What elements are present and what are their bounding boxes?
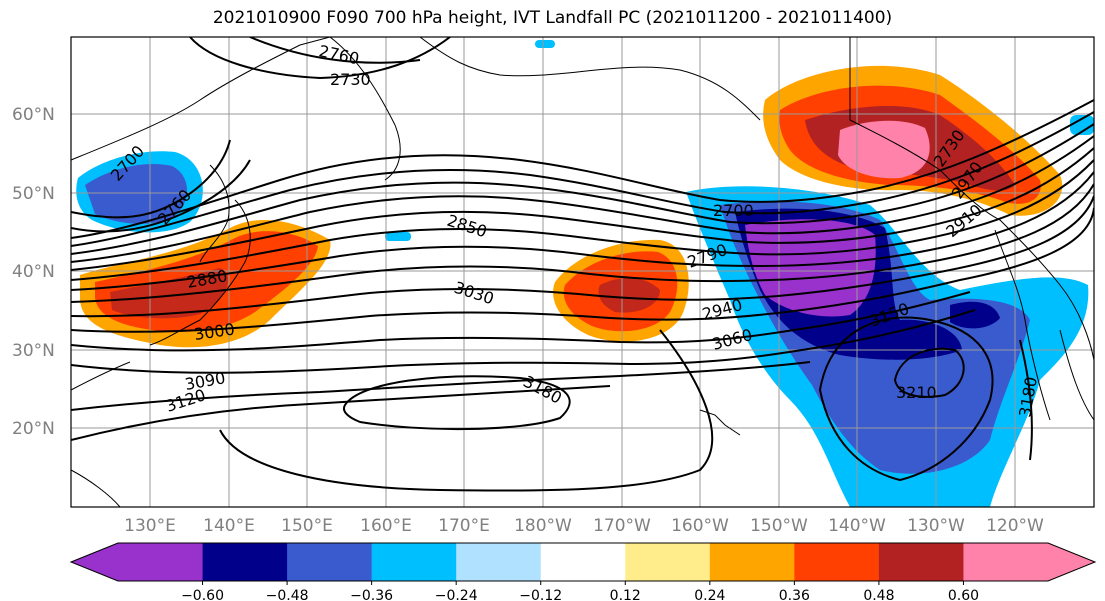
- colorbar-tick-label: 0.36: [779, 588, 810, 601]
- lon-label: 130°W: [907, 516, 965, 536]
- lon-label: 160°W: [671, 516, 729, 536]
- colorbar-segment: [794, 543, 880, 581]
- colorbar-segment: [963, 543, 1049, 581]
- lon-label: 140°E: [203, 516, 255, 536]
- lon-label: 150°E: [281, 516, 333, 536]
- lon-label: 150°W: [750, 516, 808, 536]
- lon-label: 180°W: [514, 516, 572, 536]
- colorbar-segment: [709, 543, 795, 581]
- ivt-patch: [385, 232, 411, 241]
- latitude-labels: 60°N 50°N 40°N 30°N 20°N: [12, 105, 55, 439]
- lat-label: 60°N: [12, 105, 55, 125]
- contour-label: 2730: [330, 70, 371, 89]
- map-title: 2021010900 F090 700 hPa height, IVT Land…: [212, 8, 893, 28]
- longitude-labels: 130°E 140°E 150°E 160°E 170°E 180°W 170°…: [124, 516, 1044, 536]
- ivt-patch: [1070, 115, 1094, 135]
- lon-label: 120°W: [986, 516, 1044, 536]
- colorbar-tick-label: 0.24: [694, 588, 725, 601]
- colorbar-tick-label: 0.12: [610, 588, 641, 601]
- lat-label: 30°N: [12, 341, 55, 361]
- colorbar-segment: [287, 543, 373, 581]
- height-contours: [71, 37, 1094, 492]
- contour-label: 3210: [896, 383, 937, 402]
- map-panel[interactable]: 2760 2730 2700 2760 2850 2880 3000 3030 …: [71, 37, 1094, 507]
- colorbar-segment: [625, 543, 711, 581]
- colorbar-extend-max: [1048, 543, 1095, 581]
- lat-label: 20°N: [12, 419, 55, 439]
- colorbar-extend-min: [71, 543, 118, 581]
- contour-label: 2700: [713, 201, 754, 220]
- colorbar-outline: [69, 542, 1097, 582]
- colorbar-tick-label: −0.24: [435, 588, 478, 601]
- ivt-patch: [535, 40, 555, 48]
- colorbar-tick-label: 0.60: [948, 588, 979, 601]
- lon-label: 140°W: [828, 516, 886, 536]
- map-frame: [70, 36, 1095, 508]
- lon-label: 130°E: [124, 516, 176, 536]
- colorbar-tick-label: −0.12: [519, 588, 562, 601]
- lat-label: 40°N: [12, 262, 55, 282]
- colorbar-segment: [371, 543, 457, 581]
- colorbar-segment: [540, 543, 626, 581]
- colorbar-tick-label: −0.60: [181, 588, 224, 601]
- colorbar-segment: [202, 543, 288, 581]
- lon-label: 170°E: [438, 516, 490, 536]
- colorbar: −0.60 −0.48 −0.36 −0.24 −0.12 0.12 0.24 0.36 0.4…: [69, 542, 1097, 601]
- colorbar-tick-label: −0.36: [350, 588, 393, 601]
- colorbar-segment: [118, 543, 204, 581]
- colorbar-tick-label: 0.48: [863, 588, 894, 601]
- colorbar-tick-label: −0.48: [266, 588, 309, 601]
- colorbar-segment: [456, 543, 542, 581]
- lon-label: 170°W: [593, 516, 651, 536]
- lat-label: 50°N: [12, 184, 55, 204]
- colorbar-segment: [878, 543, 964, 581]
- lon-label: 160°E: [360, 516, 412, 536]
